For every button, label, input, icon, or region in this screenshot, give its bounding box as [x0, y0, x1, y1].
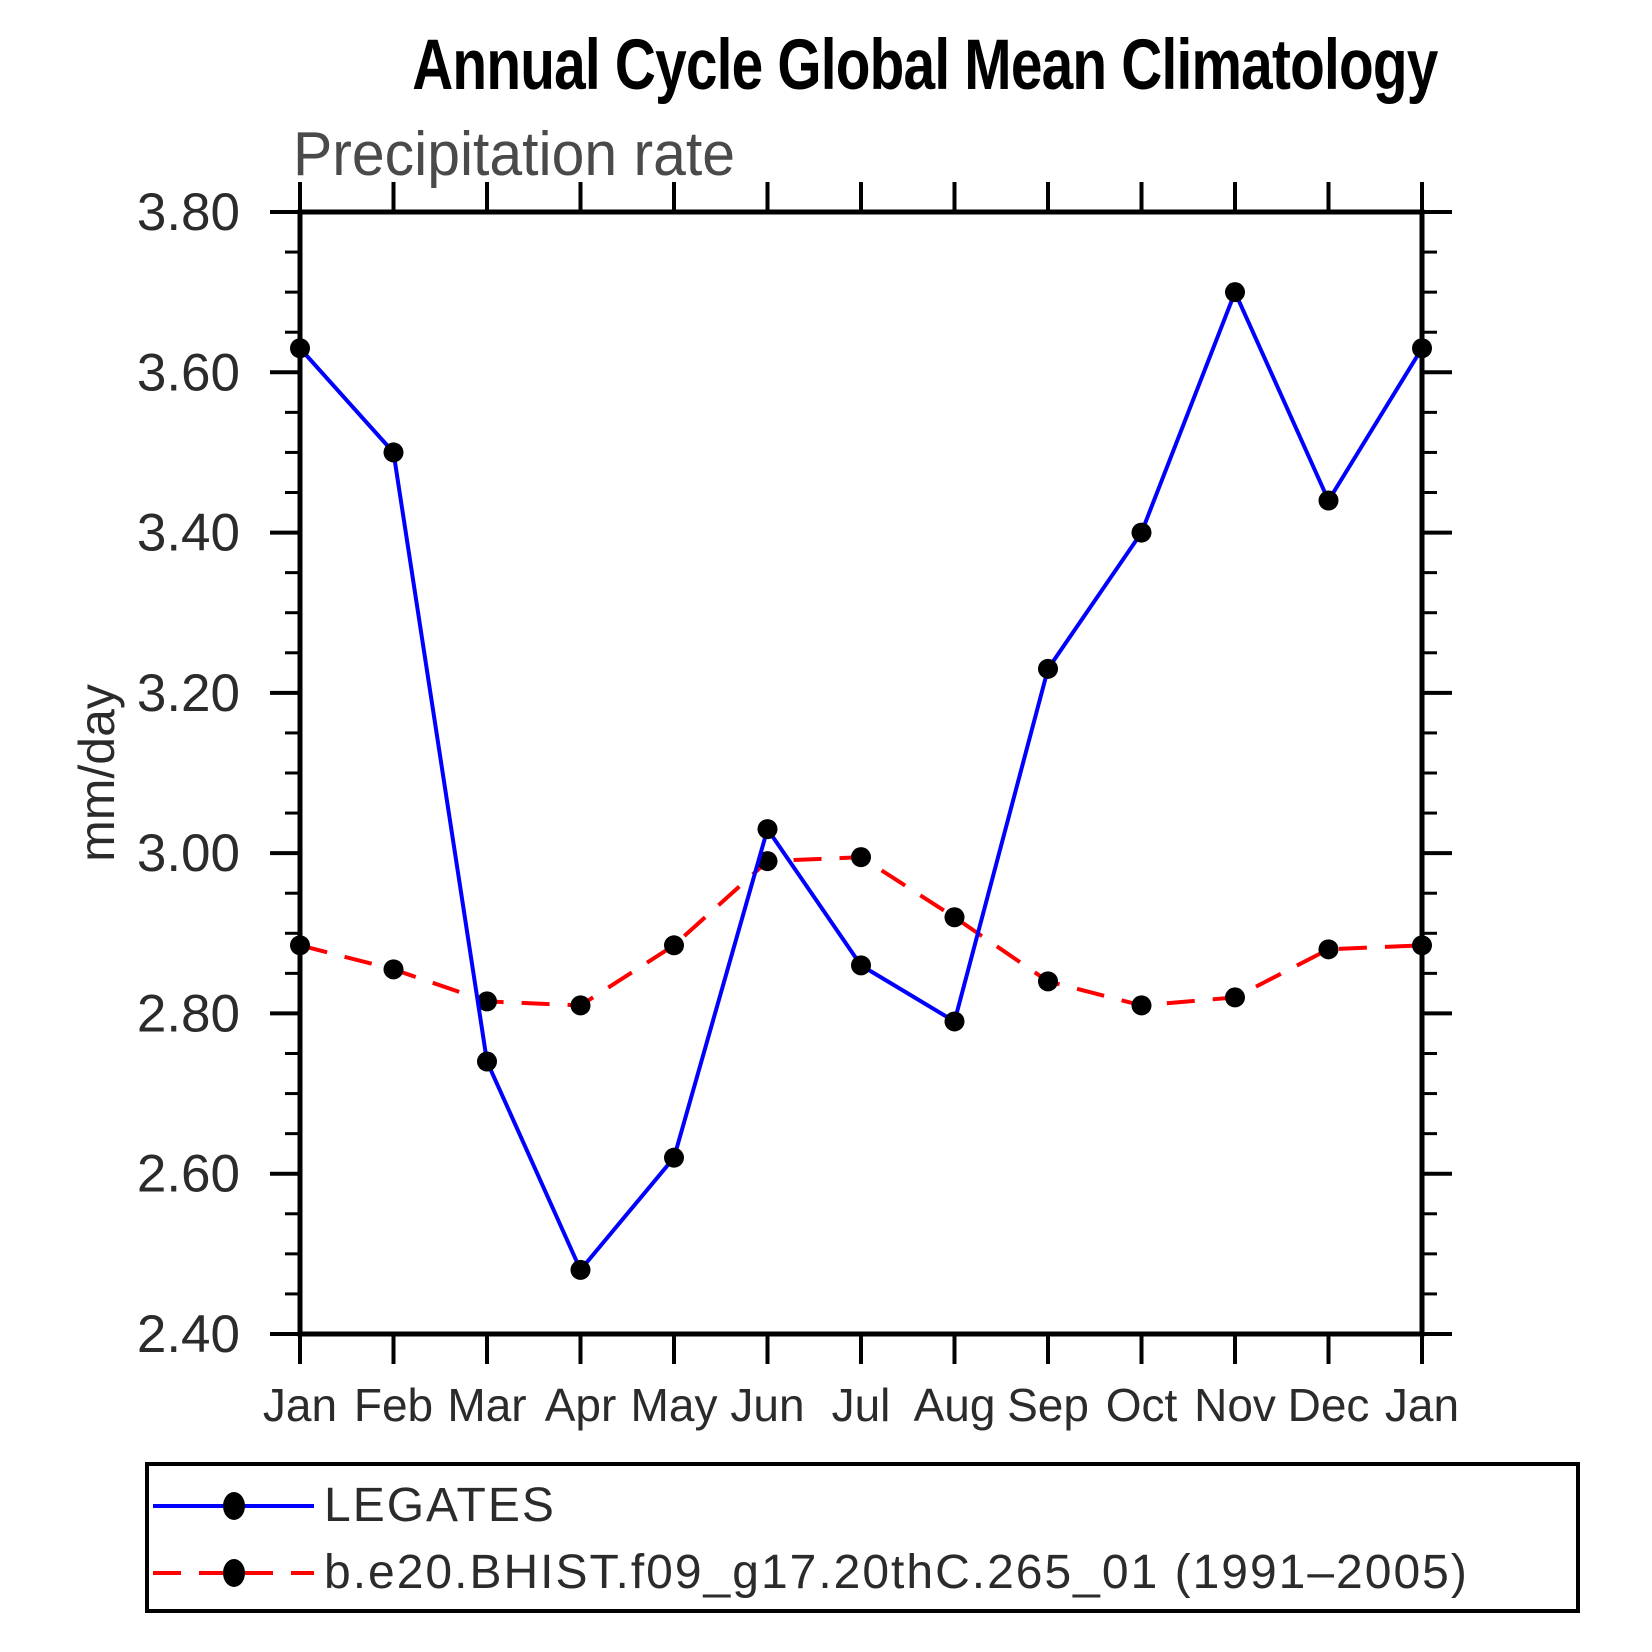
data-point-marker	[1225, 282, 1245, 303]
data-point-marker	[664, 935, 684, 956]
x-tick-label: Feb	[354, 1379, 433, 1431]
chart-title: Annual Cycle Global Mean Climatology	[412, 26, 1438, 105]
y-tick-label: 3.60	[137, 343, 240, 402]
x-tick-label: Aug	[914, 1379, 996, 1431]
y-tick-label: 3.20	[137, 664, 240, 723]
chart-subtitle: Precipitation rate	[293, 120, 735, 189]
legend-box: LEGATES b.e20.BHIST.f09_g17.20thC.265_01…	[145, 1462, 1580, 1613]
y-tick-label: 2.40	[137, 1305, 240, 1364]
data-point-marker	[944, 1011, 965, 1032]
x-tick-label: Oct	[1106, 1379, 1178, 1431]
y-tick-label: 2.80	[137, 984, 240, 1043]
data-point-marker	[570, 1259, 591, 1280]
x-tick-label: Jun	[730, 1379, 804, 1431]
data-point-marker	[944, 907, 965, 928]
legend-line-sample-dashed	[153, 1559, 314, 1587]
data-point-marker	[757, 819, 778, 840]
data-point-marker	[1038, 971, 1058, 992]
data-point-marker	[757, 851, 778, 872]
x-tick-label: Jan	[1385, 1379, 1459, 1431]
axis-labels: 2.40 2.60 2.80 3.00 3.20 3.40 3.60 3.80 Jan Feb Ma…	[69, 183, 1459, 1431]
legend-label-legates: LEGATES	[324, 1479, 556, 1532]
data-point-marker	[570, 995, 591, 1016]
data-point-marker	[1225, 987, 1245, 1008]
data-point-marker	[1412, 338, 1432, 359]
data-point-marker	[1131, 995, 1152, 1016]
data-point-marker	[1318, 490, 1339, 511]
x-tick-label: Mar	[447, 1379, 526, 1431]
x-tick-label: May	[631, 1379, 718, 1431]
legend-sample-marker	[223, 1559, 245, 1587]
series-b-e20-bhist-f09-g17-20th	[290, 847, 1432, 1016]
x-tick-label: Nov	[1194, 1379, 1276, 1431]
data-point-marker	[1038, 658, 1058, 679]
legend-label-model: b.e20.BHIST.f09_g17.20thC.265_01 (1991–2…	[324, 1546, 1469, 1599]
y-axis-title: mm/day	[69, 684, 125, 862]
y-tick-label: 3.80	[137, 183, 240, 242]
x-tick-label: Jan	[263, 1379, 337, 1431]
data-point-marker	[1318, 939, 1339, 960]
plot-frame	[297, 209, 1425, 1337]
legend-item-legates: LEGATES	[151, 1476, 556, 1536]
data-point-marker	[383, 959, 404, 980]
y-tick-label: 2.60	[137, 1145, 240, 1204]
y-tick-label: 3.00	[137, 824, 240, 883]
data-point-marker	[477, 1051, 497, 1072]
data-point-marker	[851, 847, 871, 868]
data-point-marker	[477, 991, 497, 1012]
x-tick-label: Sep	[1007, 1379, 1089, 1431]
data-point-marker	[1131, 522, 1152, 543]
legend-sample-marker	[223, 1492, 245, 1520]
legend-line-sample-solid	[153, 1492, 314, 1520]
plot-area: 2.40 2.60 2.80 3.00 3.20 3.40 3.60 3.80 Jan Feb Ma…	[69, 182, 1459, 1431]
x-tick-label: Jul	[832, 1379, 891, 1431]
series-line	[298, 286, 1424, 1274]
data-point-marker	[851, 955, 871, 976]
x-tick-label: Dec	[1288, 1379, 1370, 1431]
series-legates	[290, 282, 1432, 1280]
y-tick-label: 3.40	[137, 504, 240, 563]
axes	[270, 182, 1452, 1364]
legend-item-model: b.e20.BHIST.f09_g17.20thC.265_01 (1991–2…	[151, 1543, 1469, 1603]
data-point-marker	[290, 338, 310, 359]
x-tick-label: Apr	[545, 1379, 617, 1431]
data-point-marker	[290, 935, 310, 956]
data-point-marker	[664, 1147, 684, 1168]
data-point-marker	[1412, 935, 1432, 956]
data-point-marker	[383, 442, 404, 463]
